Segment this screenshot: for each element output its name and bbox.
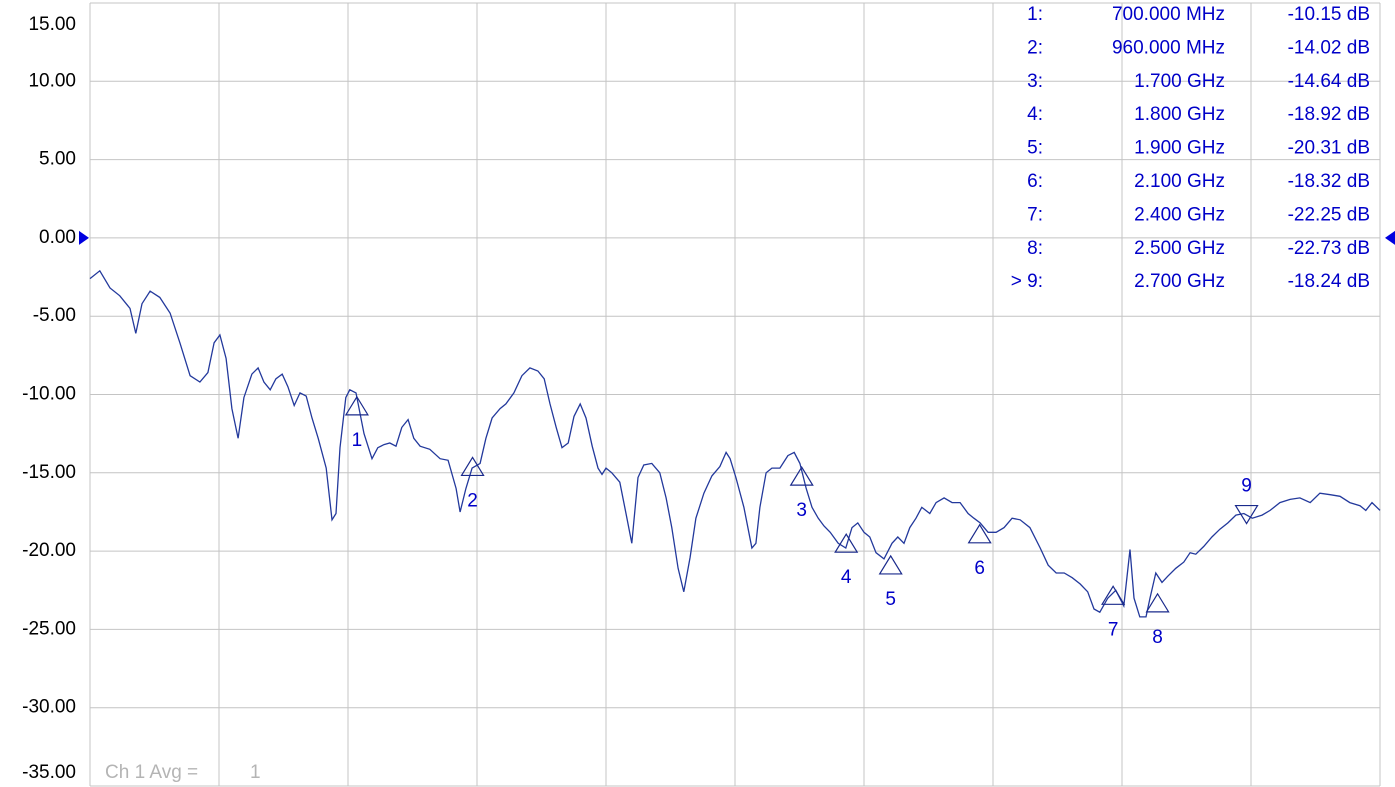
marker-id: > 9: [1011, 271, 1043, 292]
avg-label: Ch 1 Avg = [105, 762, 198, 783]
marker-frequency: 2.100 GHz [1134, 171, 1225, 192]
marker [878, 554, 903, 575]
y-tick-label: -15.00 [22, 462, 76, 483]
y-tick-label: -10.00 [22, 384, 76, 405]
marker-id: 6: [1027, 171, 1043, 192]
marker-frequency: 2.700 GHz [1134, 271, 1225, 292]
marker-frequency: 2.500 GHz [1134, 238, 1225, 259]
marker [1145, 592, 1170, 613]
marker-frequency: 1.700 GHz [1134, 71, 1225, 92]
marker-value: -22.25 dB [1288, 204, 1370, 225]
trace [89, 269, 1381, 618]
marker-label: 6 [974, 558, 985, 579]
marker-value: -14.02 dB [1288, 37, 1370, 58]
marker-label: 8 [1152, 627, 1163, 648]
y-tick-label: 15.00 [28, 14, 76, 35]
y-tick-label: -30.00 [22, 697, 76, 718]
marker-frequency: 1.900 GHz [1134, 138, 1225, 159]
marker-frequency: 2.400 GHz [1134, 204, 1225, 225]
marker-label: 7 [1108, 619, 1119, 640]
y-tick-label: -25.00 [22, 618, 76, 639]
marker-id: 1: [1027, 4, 1043, 25]
marker-id: 8: [1027, 238, 1043, 259]
marker-label: 3 [796, 500, 807, 521]
marker [834, 533, 859, 553]
marker-value: -18.92 dB [1288, 104, 1370, 125]
marker-value: -18.32 dB [1288, 171, 1370, 192]
marker [460, 456, 485, 477]
y-tick-label: 10.00 [28, 70, 76, 91]
marker [967, 523, 992, 544]
marker-label: 4 [841, 567, 852, 588]
marker-label: 2 [467, 490, 478, 511]
y-tick-label: 0.00 [39, 227, 76, 248]
y-tick-label: -20.00 [22, 540, 76, 561]
marker-value: -20.31 dB [1288, 138, 1370, 159]
marker-id: 3: [1027, 71, 1043, 92]
marker [344, 395, 369, 416]
marker-value: -14.64 dB [1288, 71, 1370, 92]
avg-value: 1 [250, 762, 261, 783]
y-tick-label: -5.00 [33, 305, 76, 326]
marker [1234, 504, 1259, 525]
reference-marker-right [1385, 230, 1395, 245]
y-tick-label: 5.00 [39, 149, 76, 170]
marker-id: 7: [1027, 204, 1043, 225]
marker-label: 9 [1241, 476, 1252, 497]
marker-label: 1 [352, 430, 363, 451]
marker-value: -22.73 dB [1288, 238, 1370, 259]
marker-value: -10.15 dB [1288, 4, 1370, 25]
reference-marker-left [79, 230, 89, 245]
marker-id: 4: [1027, 104, 1043, 125]
marker-frequency: 960.000 MHz [1112, 37, 1225, 58]
marker-label: 5 [885, 589, 896, 610]
marker-value: -18.24 dB [1288, 271, 1370, 292]
marker-frequency: 700.000 MHz [1112, 4, 1225, 25]
marker [1101, 585, 1126, 605]
marker [789, 466, 814, 486]
y-tick-label: -35.00 [22, 762, 76, 783]
marker-frequency: 1.800 GHz [1134, 104, 1225, 125]
marker-id: 2: [1027, 37, 1043, 58]
marker-id: 5: [1027, 138, 1043, 159]
